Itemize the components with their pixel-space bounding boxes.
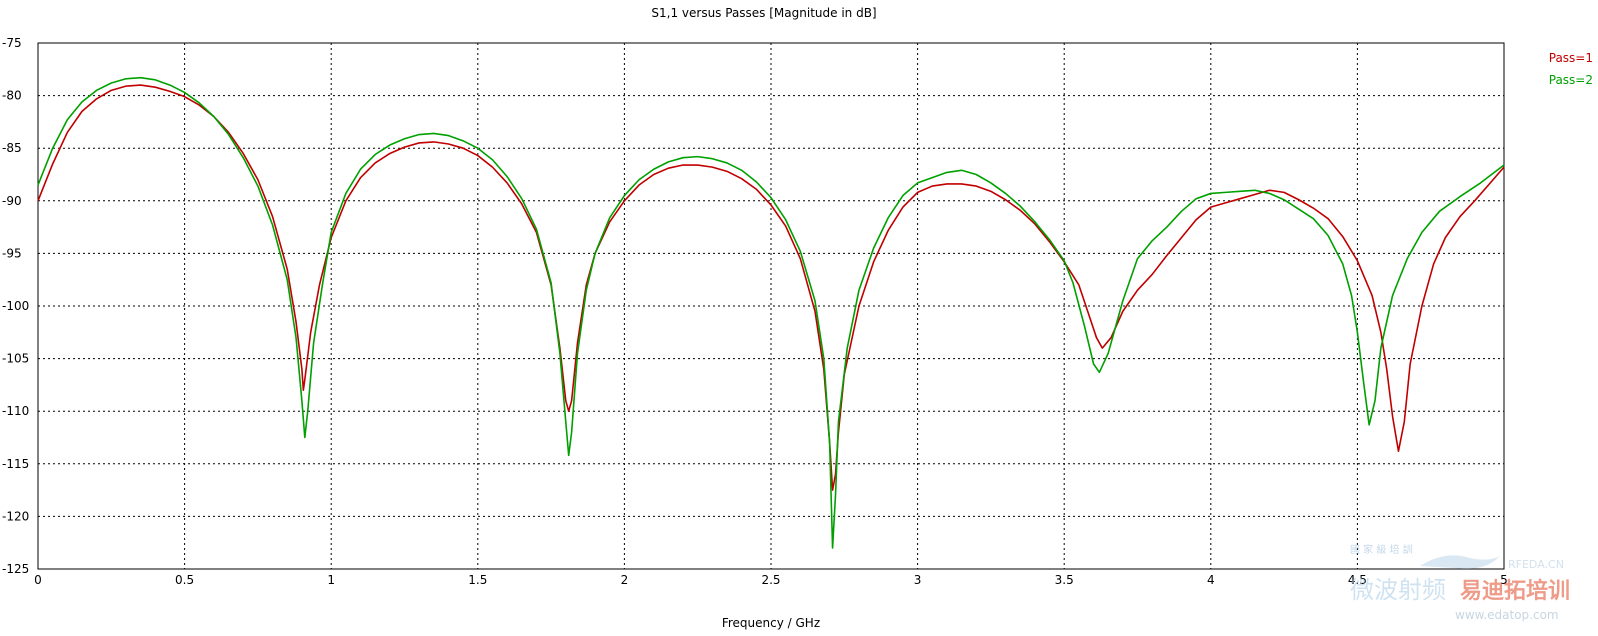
y-tick-label: -90 xyxy=(2,194,22,208)
y-tick-label: -115 xyxy=(2,457,29,471)
watermark-site-text: RFEDA.CN xyxy=(1508,558,1564,571)
watermark-main-left: 微波射频 xyxy=(1350,576,1446,604)
x-tick-label: 3.5 xyxy=(1055,573,1074,587)
series-line-2 xyxy=(37,76,1505,549)
x-tick-label: 0 xyxy=(34,573,42,587)
x-tick-label: 1 xyxy=(327,573,335,587)
y-tick-label: -105 xyxy=(2,352,29,366)
tick-layer: 0 0.5 1 1.5 2 2.5 3 3.5 4 4.5 5 -75 -80 -85 -90 -95 -100… xyxy=(2,36,1508,587)
x-tick-label: 2 xyxy=(621,573,629,587)
x-tick-label: 4 xyxy=(1207,573,1215,587)
y-tick-label: -75 xyxy=(2,36,22,50)
x-tick-label: 5 xyxy=(1500,573,1508,587)
series-line-1 xyxy=(37,84,1505,491)
watermark-top-text: 國 家 級 培 訓 xyxy=(1350,543,1413,556)
x-axis-label: Frequency / GHz xyxy=(722,616,820,630)
x-tick-label: 3 xyxy=(914,573,922,587)
series-layer xyxy=(37,76,1505,549)
legend-entry-pass-1: Pass=1 xyxy=(1549,51,1593,65)
chart-title: S1,1 versus Passes [Magnitude in dB] xyxy=(651,6,876,20)
y-tick-label: -85 xyxy=(2,141,22,155)
x-tick-label: 2.5 xyxy=(761,573,780,587)
y-tick-label: -110 xyxy=(2,404,29,418)
x-tick-label: 1.5 xyxy=(468,573,487,587)
y-tick-label: -125 xyxy=(2,562,29,576)
y-tick-label: -80 xyxy=(2,89,22,103)
x-tick-label: 0.5 xyxy=(175,573,194,587)
plot-frame xyxy=(37,42,1505,570)
watermark-wings-icon xyxy=(1420,555,1500,569)
x-tick-label: 4.5 xyxy=(1348,573,1367,587)
watermark-main-right: 易迪拓培训 xyxy=(1460,578,1570,604)
watermark-url: www.edatop.com xyxy=(1455,608,1559,622)
legend: Pass=1 Pass=2 xyxy=(1549,51,1593,87)
watermark: 國 家 級 培 訓 RFEDA.CN 微波射频 易迪拓培训 www.edatop… xyxy=(1350,543,1570,622)
y-tick-label: -120 xyxy=(2,509,29,523)
grid-layer xyxy=(38,43,1504,569)
y-tick-label: -100 xyxy=(2,299,29,313)
y-tick-label: -95 xyxy=(2,246,22,260)
legend-entry-pass-2: Pass=2 xyxy=(1549,73,1593,87)
